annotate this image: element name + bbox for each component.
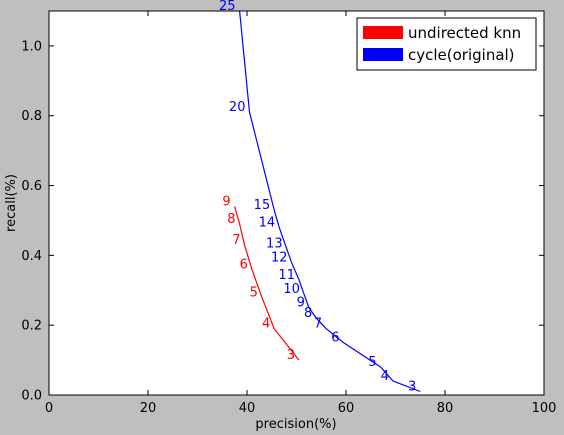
x-tick-label: 100 xyxy=(532,401,557,416)
point-label: 14 xyxy=(259,215,276,230)
plot-area xyxy=(49,11,544,395)
legend-swatch xyxy=(363,26,403,39)
point-label: 6 xyxy=(331,331,339,346)
x-tick-label: 60 xyxy=(338,401,355,416)
x-tick-label: 0 xyxy=(45,401,53,416)
point-label: 6 xyxy=(240,257,248,272)
point-label: 11 xyxy=(278,268,295,283)
point-label: 7 xyxy=(232,233,240,248)
point-label: 12 xyxy=(271,250,288,265)
x-tick-label: 20 xyxy=(140,401,157,416)
point-label: 25 xyxy=(219,0,236,14)
point-label: 7 xyxy=(314,317,322,332)
y-tick-label: 0.8 xyxy=(21,109,42,124)
y-tick-label: 0.0 xyxy=(21,389,42,404)
point-label: 13 xyxy=(266,236,283,251)
legend-swatch xyxy=(363,48,403,61)
point-label: 3 xyxy=(287,348,295,363)
point-label: 9 xyxy=(297,296,305,311)
y-tick-label: 1.0 xyxy=(21,39,42,54)
point-label: 10 xyxy=(283,282,300,297)
series-0: 3 4 567 8 9 xyxy=(222,194,300,363)
y-tick-label: 0.2 xyxy=(21,319,42,334)
point-label: 20 xyxy=(229,100,246,115)
x-axis-label: precision(%) xyxy=(255,417,336,432)
point-label: 4 xyxy=(262,317,270,332)
point-label: 3 xyxy=(408,380,416,395)
legend-label: undirected knn xyxy=(408,24,521,42)
point-label: 4 xyxy=(381,369,389,384)
point-label: 8 xyxy=(227,212,235,227)
point-label: 5 xyxy=(368,355,376,370)
point-label: 5 xyxy=(250,285,258,300)
y-tick-label: 0.4 xyxy=(21,249,42,264)
legend: undirected knn cycle(original) xyxy=(356,17,537,71)
plot-frame xyxy=(48,10,545,396)
legend-label: cycle(original) xyxy=(408,46,515,64)
point-label: 8 xyxy=(304,306,312,321)
x-tick-label: 40 xyxy=(239,401,256,416)
x-tick-label: 80 xyxy=(437,401,454,416)
axes-group: 0 20 40 60 80 100 0.0 0.2 0.4 0.6 0.8 1.0 xyxy=(21,11,556,416)
point-label: 15 xyxy=(254,198,271,213)
y-axis-label: recall(%) xyxy=(4,174,19,232)
series-line xyxy=(239,10,421,393)
series-line xyxy=(234,206,300,361)
y-tick-label: 0.6 xyxy=(21,179,42,194)
point-label: 9 xyxy=(222,194,230,209)
